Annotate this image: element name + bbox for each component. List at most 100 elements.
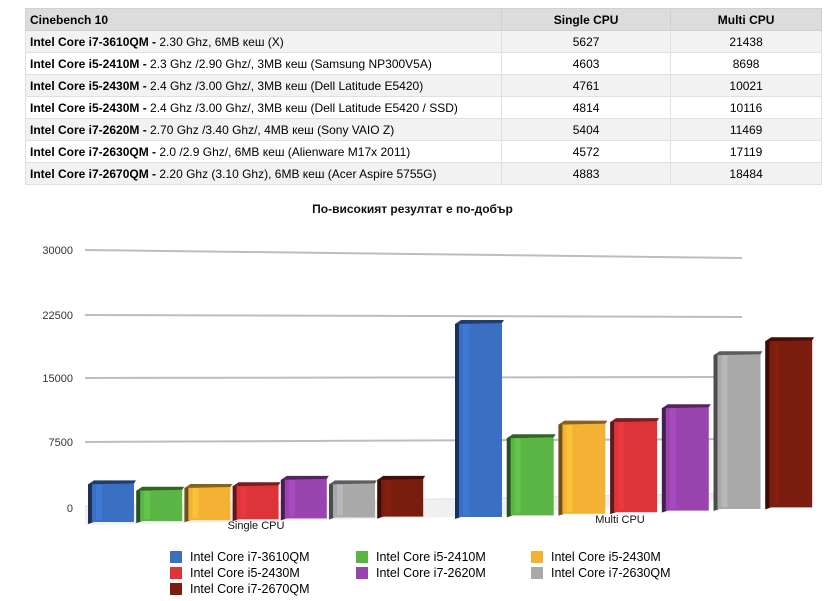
legend-swatch (531, 566, 543, 579)
processor-name: Intel Core i5-2430M - (30, 100, 147, 115)
bar-highlight (618, 422, 625, 511)
x-category-label: Single CPU (228, 520, 285, 532)
bar-highlight (669, 408, 676, 509)
bar-top (661, 404, 711, 409)
bar (769, 339, 813, 508)
multi-cpu-score: 11469 (670, 118, 822, 141)
bar-highlight (721, 355, 728, 507)
legend-swatch (170, 550, 182, 563)
processor-desc: 2.3 Ghz /2.90 Ghz/, 3MB кеш (Samsung NP3… (146, 56, 432, 71)
single-cpu-score: 4572 (500, 140, 672, 163)
processor-name: Intel Core i5-2410M - (30, 56, 147, 71)
processor-cell: Intel Core i5-2430M - 2.4 Ghz /3.00 Ghz/… (25, 96, 502, 119)
bar-top (765, 337, 815, 342)
bar-chart: 0 7500 15000 22500 30000 По-високият резултат… (42, 202, 815, 532)
processor-desc: 2.30 Ghz, 6MB кеш (X) (156, 34, 284, 49)
gridline (84, 376, 743, 379)
legend-swatch (170, 582, 182, 595)
bar-top (88, 480, 136, 485)
bar-highlight (288, 479, 295, 517)
multi-cpu-score: 8698 (670, 52, 822, 75)
legend-label: Intel Core i5-2430M (551, 549, 661, 564)
single-cpu-score: 5404 (500, 118, 672, 141)
processor-desc: 2.4 Ghz /3.00 Ghz/, 3MB кеш (Dell Latitu… (146, 78, 424, 93)
legend-swatch (356, 550, 368, 563)
chart-title: По-високият резултат е по-добър (312, 202, 513, 216)
bar-top (377, 475, 426, 480)
bar (717, 353, 761, 509)
table-row: Intel Core i5-2430M - 2.4 Ghz /3.00 Ghz/… (25, 96, 822, 119)
table-row: Intel Core i5-2430M - 2.4 Ghz /3.00 Ghz/… (25, 74, 822, 97)
bar-highlight (96, 484, 102, 520)
bar (459, 322, 502, 517)
bar (284, 477, 327, 519)
bar-top (136, 486, 185, 491)
processor-name: Intel Core i7-2630QM - (30, 144, 157, 159)
bar (92, 482, 134, 522)
bar-highlight (337, 484, 343, 516)
legend-label: Intel Core i7-2630QM (551, 565, 671, 580)
bar-highlight (566, 424, 573, 512)
gridline (84, 249, 743, 259)
processor-desc: 2.0 /2.9 Ghz/, 6MB кеш (Alienware M17x 2… (156, 144, 411, 159)
bar-top (558, 420, 608, 425)
legend-swatch (531, 550, 543, 563)
legend-label: Intel Core i5-2410M (376, 549, 486, 564)
benchmark-table: Cinebench 10 Single CPU Multi CPU Intel … (25, 8, 822, 185)
column-header-benchmark: Cinebench 10 (25, 8, 502, 31)
processor-cell: Intel Core i7-2630QM - 2.0 /2.9 Ghz/, 6M… (25, 140, 502, 163)
multi-cpu-score: 17119 (670, 140, 822, 163)
processor-name: Intel Core i5-2430M - (30, 78, 147, 93)
processor-name: Intel Core i7-3610QM - (30, 34, 157, 49)
legend-item: Intel Core i5-2430M (531, 549, 731, 564)
bar-highlight (144, 490, 151, 520)
legend-label: Intel Core i7-3610QM (190, 549, 310, 564)
chart-legend: Intel Core i7-3610QM Intel Core i5-2410M I… (170, 549, 770, 596)
column-header-single-cpu: Single CPU (500, 8, 672, 31)
bar (510, 436, 554, 516)
legend-item: Intel Core i7-2620M (356, 565, 531, 580)
column-header-multi-cpu: Multi CPU (670, 8, 822, 31)
bar (140, 488, 183, 522)
bar-top (184, 484, 233, 489)
bar-top (713, 351, 763, 356)
table-row: Intel Core i7-2620M - 2.70 Ghz /3.40 Ghz… (25, 118, 822, 141)
processor-cell: Intel Core i5-2430M - 2.4 Ghz /3.00 Ghz/… (25, 74, 502, 97)
bar-top (506, 434, 556, 439)
legend-label: Intel Core i7-2620M (376, 565, 486, 580)
bar (562, 422, 606, 514)
table-row: Intel Core i7-2670QM - 2.20 Ghz (3.10 Gh… (25, 162, 822, 185)
x-category-label: Multi CPU (595, 514, 645, 526)
bar-highlight (192, 488, 199, 519)
legend-item: Intel Core i7-2630QM (531, 565, 731, 580)
processor-desc: 2.4 Ghz /3.00 Ghz/, 3MB кеш (Dell Latitu… (146, 100, 458, 115)
processor-cell: Intel Core i7-2620M - 2.70 Ghz /3.40 Ghz… (25, 118, 502, 141)
single-cpu-score: 4814 (500, 96, 672, 119)
y-tick-label: 22500 (42, 310, 73, 322)
multi-cpu-score: 10021 (670, 74, 822, 97)
bar (381, 477, 424, 517)
table-row: Intel Core i7-3610QM - 2.30 Ghz, 6MB кеш… (25, 30, 822, 53)
bar-highlight (514, 438, 521, 514)
bar (333, 482, 375, 518)
table-row: Intel Core i7-2630QM - 2.0 /2.9 Ghz/, 6M… (25, 140, 822, 163)
bar (665, 406, 709, 511)
processor-name: Intel Core i7-2670QM - (30, 166, 157, 181)
bar (236, 484, 279, 520)
bar-top (455, 320, 504, 324)
bar-top (280, 475, 329, 480)
y-tick-label: 7500 (49, 437, 73, 449)
processor-cell: Intel Core i7-2670QM - 2.20 Ghz (3.10 Gh… (25, 162, 502, 185)
legend-item: Intel Core i7-2670QM (170, 581, 356, 596)
legend-swatch (170, 566, 182, 579)
single-cpu-score: 4883 (500, 162, 672, 185)
bar-highlight (463, 324, 469, 515)
processor-name: Intel Core i7-2620M - (30, 122, 147, 137)
gridline (84, 314, 743, 318)
legend-swatch (356, 566, 368, 579)
bar-highlight (385, 479, 392, 515)
bar-top (610, 418, 660, 423)
legend-item: Intel Core i7-3610QM (170, 549, 356, 564)
processor-desc: 2.70 Ghz /3.40 Ghz/, 4MB кеш (Sony VAIO … (146, 122, 395, 137)
bar (614, 420, 658, 513)
